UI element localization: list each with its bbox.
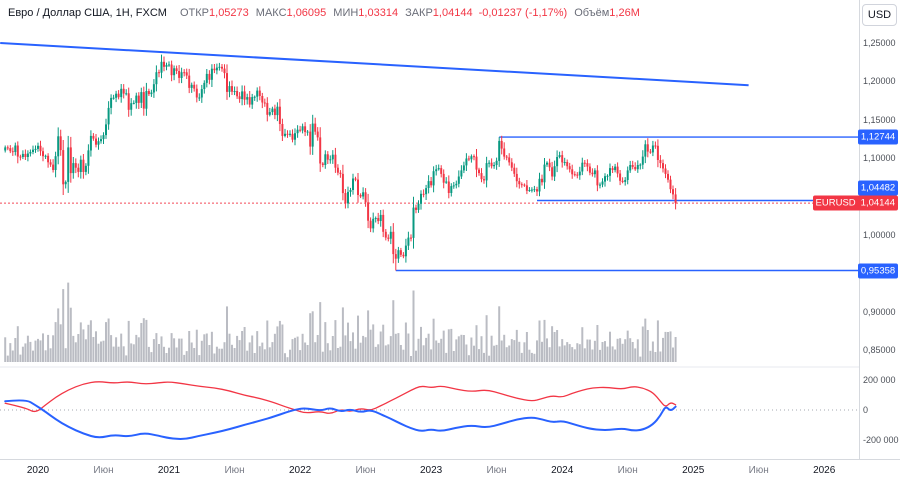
time-tick-month: Июн	[355, 465, 376, 476]
ohlc-high: МАКС1,06095	[256, 7, 327, 19]
price-tick: 0,85000	[863, 345, 896, 355]
time-tick-month: Июн	[617, 465, 638, 476]
price-level-badge[interactable]: 1,12744	[858, 129, 898, 145]
indicator-tick: 0	[863, 405, 869, 415]
volume-value: 1,26M	[609, 7, 640, 19]
volume-label: Объём	[574, 7, 610, 19]
price-level-badge[interactable]: 0,95358	[858, 263, 898, 278]
price-tick: 1,25000	[863, 38, 896, 48]
price-axis[interactable]: 1,25000 1,20000 1,15000 1,10000 1,00000 0,900…	[812, 0, 900, 460]
volume-field: Объём1,26M	[574, 7, 640, 19]
price-tick: 1,15000	[863, 114, 896, 125]
time-tick-year: 2023	[419, 465, 443, 476]
time-tick-year: 2020	[26, 465, 50, 476]
time-tick-year: 2021	[157, 465, 181, 476]
low-label: МИН	[333, 7, 359, 19]
open-value: 1,05273	[209, 7, 249, 19]
high-label: МАКС	[255, 7, 287, 19]
ohlc-close: ЗАКР1,04144	[405, 7, 473, 19]
last-price-symbol: EURUSD	[815, 197, 856, 209]
badge-price-value: 1,12744	[860, 131, 896, 143]
time-tick-year: 2025	[682, 465, 705, 476]
close-value: 1,04144	[432, 7, 473, 19]
candles	[4, 54, 677, 271]
time-tick-year: 2024	[551, 465, 574, 476]
indicator-tick: -200 000	[863, 435, 899, 445]
time-tick-month: Июн	[486, 465, 507, 476]
badge-price-value: 1,04144	[860, 197, 895, 209]
time-axis[interactable]: 2020 Июн 2021 Июн 2022 Июн 2023 Июн 2024 Июн 2025 И…	[0, 459, 900, 482]
indicator-tick: 200 000	[863, 375, 896, 385]
currency-toggle-button[interactable]: USD	[862, 4, 897, 26]
price-tick: 1,00000	[863, 229, 896, 240]
ohlc-low: МИН1,03314	[333, 7, 398, 19]
time-tick-month: Июн	[224, 465, 245, 476]
volume-bars	[4, 282, 677, 362]
price-tick: 1,10000	[863, 153, 896, 164]
blue-line[interactable]	[4, 399, 677, 440]
time-tick-month: Июн	[93, 465, 114, 476]
time-tick-month: Июн	[748, 465, 769, 476]
last-price-badge[interactable]: EURUSD 1,04144	[812, 195, 898, 211]
open-label: ОТКР	[179, 7, 210, 19]
price-tick: 0,90000	[863, 306, 896, 317]
high-value: 1,06095	[286, 7, 327, 19]
indicator-lines	[4, 381, 677, 440]
level-lines[interactable]	[395, 136, 860, 272]
price-tick: 1,20000	[863, 76, 896, 87]
ohlc-open: ОТКР1,05273	[180, 7, 249, 19]
low-value: 1,03314	[358, 7, 399, 19]
descending-trendline[interactable]	[0, 42, 749, 87]
price-level-badge[interactable]: 1,04482	[858, 180, 898, 196]
change-value: -0,01237 (-1,17%)	[478, 7, 568, 19]
time-tick-year: 2022	[288, 465, 312, 476]
symbol-title[interactable]: Евро / Доллар США, 1H, FXCM	[8, 7, 167, 19]
red-line[interactable]	[4, 381, 677, 414]
badge-price-value: 0,95358	[860, 265, 896, 276]
symbol-info-bar: Евро / Доллар США, 1H, FXCM ОТКР1,05273 …	[8, 7, 640, 19]
close-label: ЗАКР	[405, 7, 433, 19]
badge-price-value: 1,04482	[860, 182, 896, 194]
time-tick-year: 2026	[813, 465, 836, 476]
